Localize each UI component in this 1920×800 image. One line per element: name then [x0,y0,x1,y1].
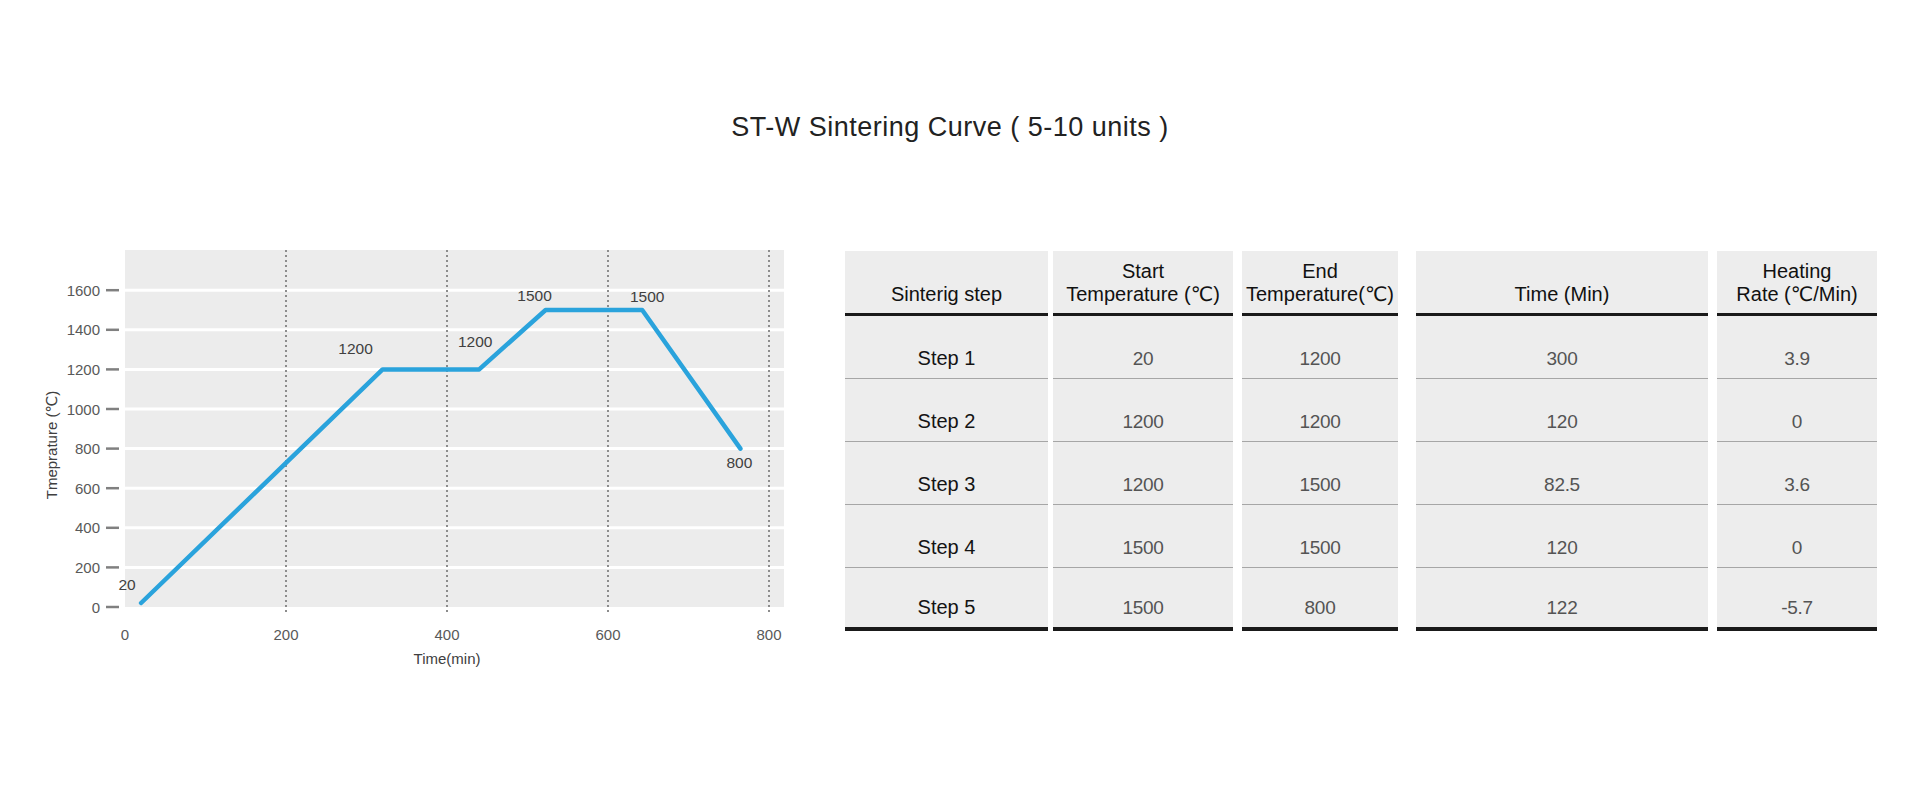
table-header-cell: Sinterig step [845,251,1048,316]
value-cell: 3.6 [1717,442,1877,505]
value-cell: 1200 [1242,379,1398,442]
table-column: Heating Rate (℃/Min)3.903.60-5.7 [1717,251,1877,631]
y-axis-title: Tmeprature (℃) [43,391,60,500]
table-column: End Temperature(℃)1200120015001500800 [1242,251,1398,631]
y-tick-label: 400 [75,519,100,536]
table-column: Sinterig stepStep 1Step 2Step 3Step 4Ste… [845,251,1048,631]
data-point-label: 1500 [630,288,665,305]
step-label-cell: Step 3 [845,442,1048,505]
x-tick-label: 0 [121,626,129,643]
x-tick-label: 200 [273,626,298,643]
table-header-cell: Heating Rate (℃/Min) [1717,251,1877,316]
step-label-cell: Step 2 [845,379,1048,442]
data-point-label: 1200 [458,333,493,350]
table-column: Time (Min)30012082.5120122 [1416,251,1708,631]
value-cell: 800 [1242,568,1398,631]
value-cell: 1200 [1053,442,1233,505]
value-cell: 1500 [1242,442,1398,505]
sintering-steps-table: Sinterig stepStep 1Step 2Step 3Step 4Ste… [845,251,1877,631]
value-cell: 120 [1416,505,1708,568]
plot-background [125,250,784,607]
y-tick-label: 1600 [67,282,100,299]
slide: ST-W Sintering Curve ( 5-10 units ) 0200… [0,0,1920,800]
value-cell: 120 [1416,379,1708,442]
y-tick-label: 1000 [67,401,100,418]
table-header-cell: Start Temperature (℃) [1053,251,1233,316]
value-cell: 1500 [1242,505,1398,568]
x-tick-label: 400 [434,626,459,643]
data-point-label: 1200 [338,340,373,357]
y-tick-label: 600 [75,480,100,497]
value-cell: 3.9 [1717,316,1877,379]
value-cell: 0 [1717,379,1877,442]
value-cell: 1200 [1242,316,1398,379]
value-cell: 1500 [1053,505,1233,568]
value-cell: 1200 [1053,379,1233,442]
data-point-label: 20 [118,576,136,593]
value-cell: -5.7 [1717,568,1877,631]
step-label-cell: Step 4 [845,505,1048,568]
value-cell: 0 [1717,505,1877,568]
y-tick-label: 200 [75,559,100,576]
y-tick-label: 0 [92,599,100,616]
x-axis-title: Time(min) [414,650,481,667]
table-header-cell: End Temperature(℃) [1242,251,1398,316]
table-header-cell: Time (Min) [1416,251,1708,316]
value-cell: 1500 [1053,568,1233,631]
data-point-label: 1500 [517,287,552,304]
table-column: Start Temperature (℃)201200120015001500 [1053,251,1233,631]
x-tick-label: 600 [595,626,620,643]
sintering-curve-chart: 0 200 400 600 800 1000 1200 1400 1600 0 200 400 600 8… [0,0,840,700]
value-cell: 82.5 [1416,442,1708,505]
value-cell: 122 [1416,568,1708,631]
step-label-cell: Step 5 [845,568,1048,631]
y-tick-label: 1400 [67,321,100,338]
plot-area [125,250,784,607]
y-tick-label: 800 [75,440,100,457]
value-cell: 300 [1416,316,1708,379]
y-tick-label: 1200 [67,361,100,378]
data-point-label: 800 [726,454,752,471]
value-cell: 20 [1053,316,1233,379]
x-tick-label: 800 [756,626,781,643]
step-label-cell: Step 1 [845,316,1048,379]
